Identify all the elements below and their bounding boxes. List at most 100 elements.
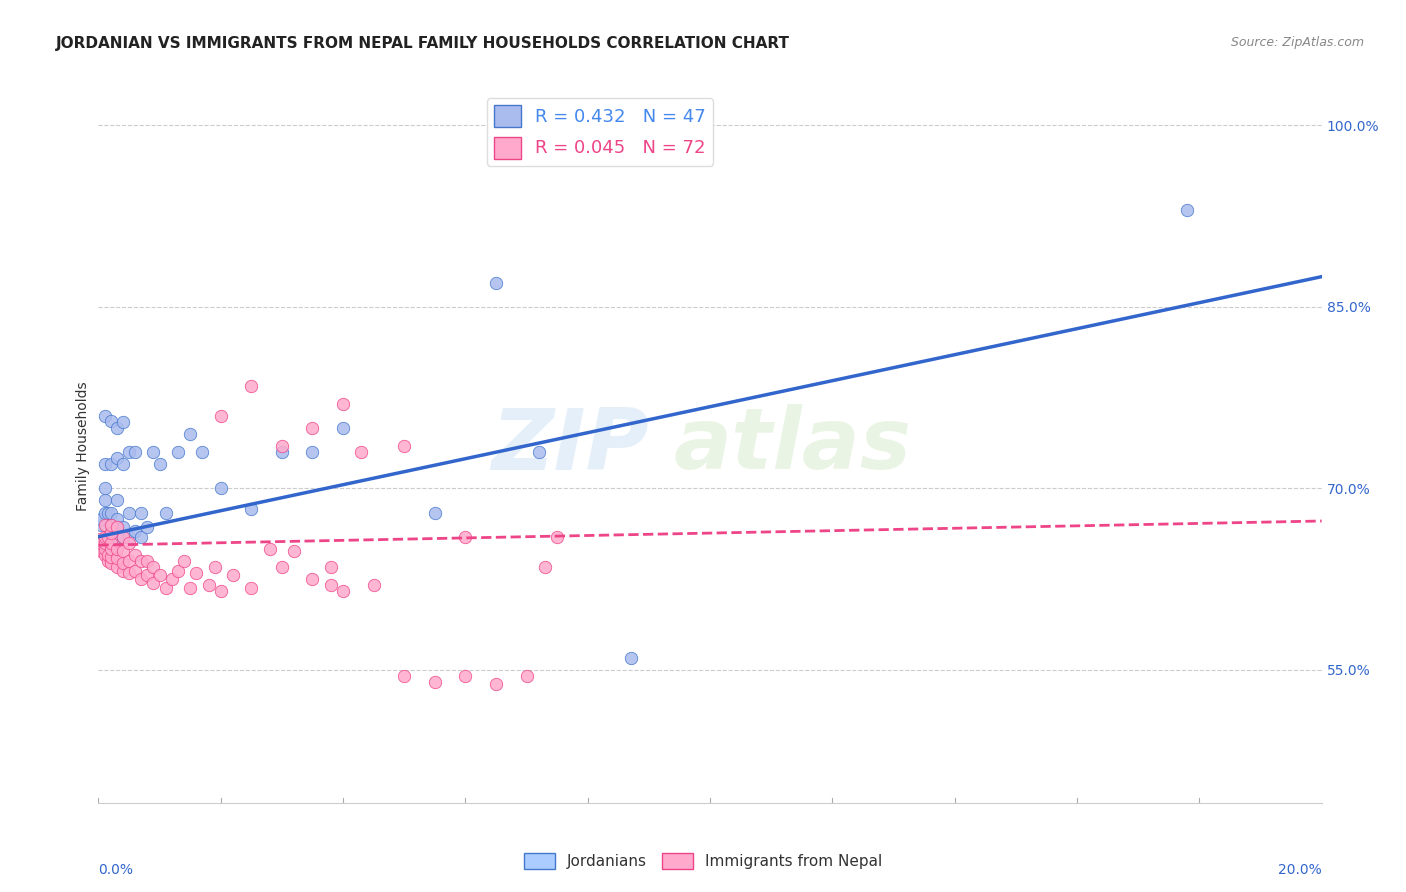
Point [259,541,281,556]
Text: ZIP: ZIP [491,404,650,488]
Point [527,445,550,459]
Point [105,511,128,525]
Point [90,535,112,549]
Point [100,457,122,471]
Point [149,457,172,471]
Point [105,551,128,566]
Point [142,445,165,459]
Point [90,544,112,558]
Point [485,677,508,691]
Point [160,572,183,586]
Point [222,568,245,582]
Point [100,517,122,532]
Point [100,414,122,428]
Point [332,421,354,435]
Point [534,560,557,574]
Point [111,457,134,471]
Point [93,517,115,532]
Point [423,506,446,520]
Point [105,520,128,534]
Text: JORDANIAN VS IMMIGRANTS FROM NEPAL FAMILY HOUSEHOLDS CORRELATION CHART: JORDANIAN VS IMMIGRANTS FROM NEPAL FAMIL… [56,36,790,51]
Point [301,421,323,435]
Point [167,564,190,578]
Point [111,530,134,544]
Point [270,445,292,459]
Point [93,530,115,544]
Point [142,575,165,590]
Point [93,493,115,508]
Point [173,554,195,568]
Point [118,554,141,568]
Point [240,502,263,516]
Point [100,526,122,541]
Point [129,530,152,544]
Point [93,541,115,556]
Point [111,415,134,429]
Point [97,548,120,562]
Point [240,581,263,595]
Point [209,409,232,423]
Text: Source: ZipAtlas.com: Source: ZipAtlas.com [1230,36,1364,49]
Point [423,674,446,689]
Point [93,409,115,423]
Legend: R = 0.432   N = 47, R = 0.045   N = 72: R = 0.432 N = 47, R = 0.045 N = 72 [486,98,713,166]
Point [136,568,159,582]
Point [111,564,134,578]
Point [197,578,219,592]
Text: 20.0%: 20.0% [1278,863,1322,877]
Point [209,584,232,599]
Point [124,445,146,459]
Point [111,557,134,571]
Point [155,506,177,520]
Point [392,439,416,453]
Point [90,517,112,532]
Point [105,451,128,466]
Point [516,669,538,683]
Point [118,530,141,544]
Point [1175,203,1198,218]
Point [93,481,115,495]
Point [100,541,122,556]
Point [124,564,146,578]
Point [319,560,342,574]
Point [100,535,122,549]
Point [93,548,115,562]
Point [105,520,128,534]
Point [301,572,323,586]
Point [100,524,122,538]
Point [97,554,120,568]
Point [93,457,115,471]
Point [136,554,159,568]
Point [118,445,141,459]
Point [97,530,120,544]
Point [179,581,201,595]
Point [129,554,152,568]
Point [100,517,122,532]
Point [392,669,416,683]
Point [118,535,141,549]
Point [118,506,141,520]
Point [129,506,152,520]
Point [90,511,112,525]
Legend: Jordanians, Immigrants from Nepal: Jordanians, Immigrants from Nepal [517,847,889,875]
Point [209,481,232,495]
Point [363,578,385,592]
Point [105,493,128,508]
Point [100,506,122,520]
Y-axis label: Family Households: Family Households [76,381,90,511]
Point [179,426,201,441]
Point [111,530,134,544]
Point [149,568,172,582]
Point [454,530,477,544]
Point [186,566,208,580]
Point [332,397,354,411]
Point [97,506,120,520]
Point [167,445,190,459]
Point [129,572,152,586]
Point [105,560,128,574]
Point [105,421,128,435]
Point [111,544,134,558]
Point [89,541,111,556]
Point [301,445,323,459]
Point [124,524,146,538]
